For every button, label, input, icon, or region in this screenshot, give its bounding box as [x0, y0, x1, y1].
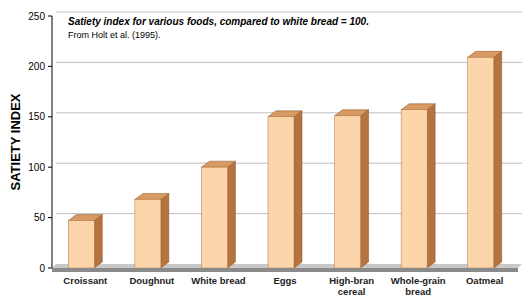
tick-mark — [48, 217, 52, 218]
tick-label: 150 — [28, 111, 45, 122]
tick-mark — [48, 16, 52, 17]
chart: 0 50 100 150 200 250 Croissant Doughnut White br… — [0, 0, 526, 305]
bar-top — [468, 51, 502, 57]
subtitle: From Holt et al. (1995). — [68, 30, 161, 40]
label-line: Doughnut — [129, 275, 175, 286]
category-label: Eggs — [273, 275, 296, 286]
tick-mark — [48, 268, 52, 269]
bar-side — [294, 111, 302, 268]
tick-label: 200 — [28, 61, 45, 72]
bar-side — [361, 110, 369, 268]
title: Satiety index for various foods, compare… — [68, 16, 369, 27]
bar-side — [494, 51, 502, 268]
label-line: Whole-grain — [391, 275, 446, 286]
bar-top — [201, 161, 235, 167]
tick-mark — [48, 167, 52, 168]
category-label: Croissant — [63, 275, 108, 286]
category-label: White bread — [191, 275, 246, 286]
bar-side — [161, 193, 169, 268]
label-line: cereal — [338, 286, 365, 297]
bar-front — [468, 57, 494, 268]
bar-top — [268, 111, 302, 117]
bar-front — [268, 117, 294, 268]
bar-top — [335, 110, 369, 116]
bar-front — [335, 116, 361, 268]
grid-line — [56, 12, 522, 13]
bar — [68, 215, 102, 268]
bar-side — [227, 161, 235, 268]
bar-front — [135, 199, 161, 268]
bar-front — [68, 221, 94, 268]
tick-label: 0 — [39, 263, 45, 274]
bar — [468, 51, 502, 268]
bar-top — [135, 193, 169, 199]
bar-front — [401, 110, 427, 268]
bar — [401, 104, 435, 268]
tick-label: 250 — [28, 11, 45, 22]
bar-top — [401, 104, 435, 110]
bar-top — [68, 215, 102, 221]
bar — [201, 161, 235, 268]
y-axis-label: SATIETY INDEX — [8, 93, 23, 190]
category-label: Whole-grainbread — [391, 275, 446, 297]
label-line: Eggs — [273, 275, 296, 286]
tick-label: 100 — [28, 162, 45, 173]
label-line: Oatmeal — [466, 275, 504, 286]
bars — [68, 51, 501, 268]
grid-line — [56, 62, 522, 63]
tick-mark — [48, 116, 52, 117]
category-label: Doughnut — [129, 275, 175, 286]
bar — [135, 193, 169, 268]
tick-mark — [48, 66, 52, 67]
label-line: Croissant — [63, 275, 108, 286]
category-label: High-brancereal — [329, 275, 374, 297]
bar-side — [427, 104, 435, 268]
bar — [335, 110, 369, 268]
label-line: High-bran — [329, 275, 374, 286]
label-line: White bread — [191, 275, 246, 286]
bar — [268, 111, 302, 268]
y-axis — [52, 16, 53, 268]
floor-front — [52, 268, 518, 272]
tick-label: 50 — [34, 212, 46, 223]
bar-side — [94, 215, 102, 268]
label-line: bread — [405, 286, 431, 297]
bar-front — [201, 167, 227, 268]
category-label: Oatmeal — [466, 275, 504, 286]
